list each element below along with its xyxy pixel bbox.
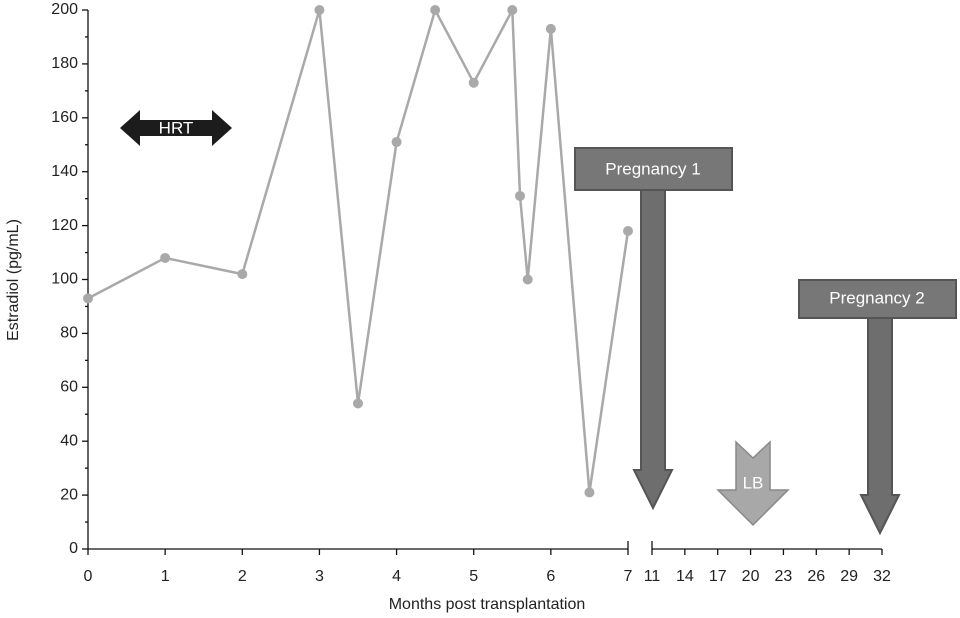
pregnancy-arrow [632,189,674,511]
y-tick-label: 140 [51,163,78,180]
annotations: HRT Pregnancy 1 LB Pregnancy 2 [120,110,957,536]
data-point [83,293,93,304]
x-tick-label: 14 [676,568,694,585]
y-tick-label: 20 [60,486,78,503]
data-point [522,274,533,285]
annotation: Pregnancy 2 [829,288,924,307]
x-tick-label: 32 [873,568,891,585]
x-tick-label: 4 [392,568,401,585]
x-tick-label: 26 [807,568,825,585]
x-tick-label: 6 [546,568,555,585]
lb-arrow [716,440,790,527]
series-line [87,5,630,493]
data-point [237,269,248,280]
annotation: Pregnancy 1 [605,159,700,178]
x-tick-label: 20 [742,568,760,585]
data-point [314,5,325,15]
plot [83,5,633,498]
data-point [584,487,595,498]
y-tick-label: 200 [51,1,78,18]
pregnancy-arrow [859,317,901,536]
hrt-arrow [120,110,232,146]
x-tick-label: 2 [238,568,247,585]
annotation: LB [743,473,764,492]
data-point [545,23,556,34]
y-tick-label: 80 [60,325,78,342]
x-tick-label: 29 [840,568,858,585]
y-tick-label: 160 [51,109,78,126]
x-tick-label: 0 [84,568,93,585]
y-tick-label: 180 [51,55,78,72]
x-axis-label: Months post transplantation [389,596,586,613]
y-tick-label: 120 [51,217,78,234]
data-point [430,5,441,15]
pregnancy-box [574,147,733,191]
x-tick-label: 7 [624,568,633,585]
y-tick-label: 0 [69,540,78,557]
x-tick-label: 23 [775,568,793,585]
x-tick-label: 1 [161,568,170,585]
x-tick-label: 11 [644,568,661,585]
data-point [391,137,402,148]
data-point [507,5,518,15]
y-axis-label: Estradiol (pg/mL) [5,219,22,341]
x-tick-label: 3 [315,568,324,585]
x-tick-label: 17 [709,568,727,585]
data-point [160,252,171,263]
data-point [515,190,525,201]
data-point [623,225,633,236]
data-point [353,398,363,409]
y-tick-label: 100 [51,271,78,288]
y-tick-label: 60 [60,379,78,396]
y-tick-label: 40 [60,432,78,449]
data-point [468,77,479,88]
x-tick-label: 5 [469,568,478,585]
annotation: HRT [159,118,194,137]
